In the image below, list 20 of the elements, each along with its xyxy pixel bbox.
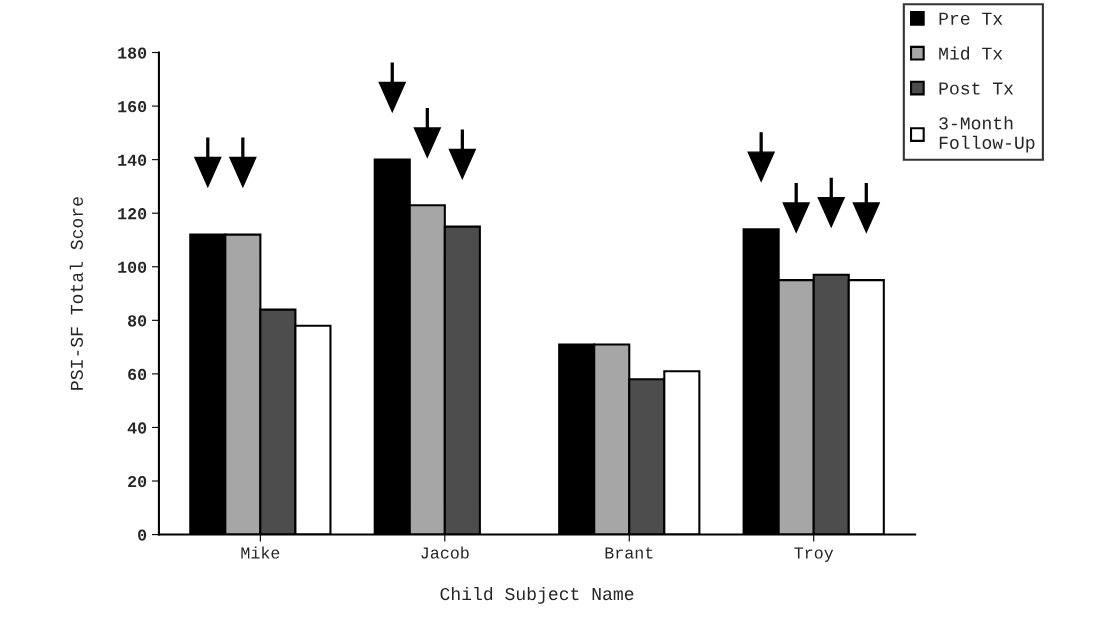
legend-label: Mid Tx [939,46,1003,60]
legend-label: Pre Tx [939,12,1003,25]
legend-label: 3-Month Follow-Up [939,116,1035,153]
legend-label: Post Tx [939,82,1014,95]
y-tick-label: 80 [128,315,147,327]
y-tick-label: 120 [118,208,147,220]
y-tick-label: 160 [118,100,147,113]
x-tick-label: Brant [605,547,653,559]
y-tick-label: 180 [118,47,147,59]
x-axis-title: Child Subject Name [440,586,634,604]
y-tick-label: 100 [118,261,147,273]
y-tick-label: 40 [127,422,147,434]
y-tick-label: 0 [138,529,147,541]
x-tick-label: Troy [794,547,834,562]
x-tick-label: Mike [241,546,280,559]
y-tick-label: 20 [128,475,147,488]
y-axis-title: PSI-SF Total Score [69,197,83,390]
y-tick-label: 140 [118,154,147,166]
x-tick-label: Jacob [421,546,469,559]
y-tick-label: 60 [128,368,147,381]
